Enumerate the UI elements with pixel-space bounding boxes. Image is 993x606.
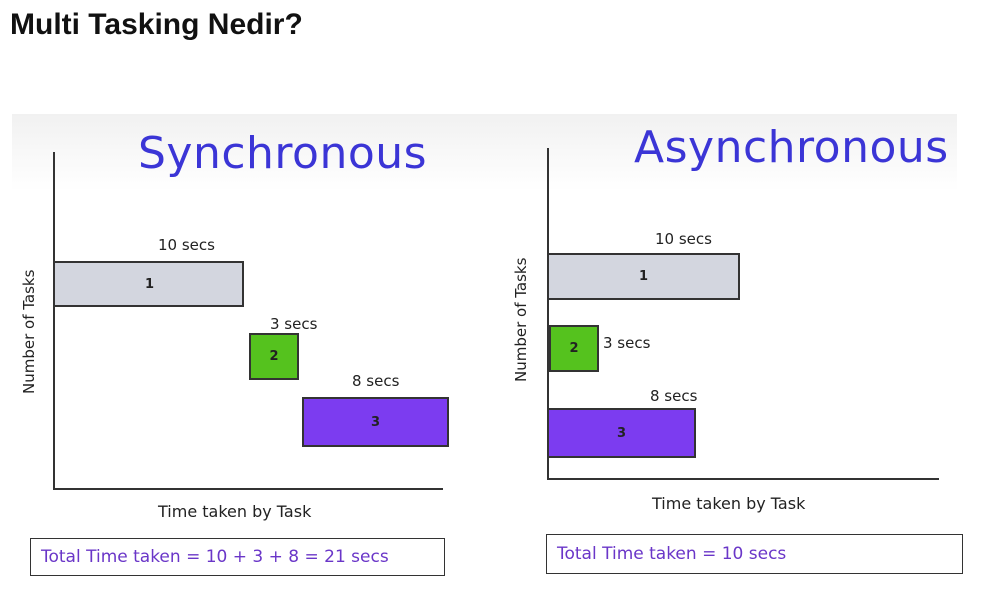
task-1-duration: 10 secs	[158, 236, 215, 254]
synchronous-title: Synchronous	[138, 128, 428, 179]
y-axis	[547, 148, 549, 480]
x-axis-label: Time taken by Task	[158, 502, 312, 521]
task-2-duration: 3 secs	[603, 334, 651, 352]
x-axis	[53, 488, 443, 490]
total-time-box: Total Time taken = 10 secs	[546, 534, 963, 574]
y-axis-label: Number of Tasks	[20, 269, 38, 394]
task-2-duration: 3 secs	[270, 315, 318, 333]
task-3-label: 3	[370, 414, 381, 430]
task-3-label: 3	[616, 425, 627, 441]
task-3-bar: 3	[547, 408, 696, 458]
task-1-duration: 10 secs	[655, 230, 712, 248]
page-title: Multi Tasking Nedir?	[10, 8, 303, 41]
task-2-bar: 2	[549, 325, 599, 372]
task-3-duration: 8 secs	[352, 372, 400, 390]
task-1-label: 1	[638, 269, 649, 284]
y-axis-label: Number of Tasks	[512, 257, 530, 382]
diagram-area: Synchronous Number of Tasks Time taken b…	[12, 114, 963, 596]
x-axis-label: Time taken by Task	[652, 494, 806, 513]
task-2-bar: 2	[249, 333, 299, 380]
synchronous-diagram: Synchronous Number of Tasks Time taken b…	[12, 114, 462, 596]
task-3-bar: 3	[302, 397, 449, 447]
asynchronous-diagram: Asynchronous Number of Tasks Time taken …	[502, 114, 963, 596]
total-time-box: Total Time taken = 10 + 3 + 8 = 21 secs	[30, 538, 445, 576]
task-1-bar: 1	[53, 261, 244, 307]
asynchronous-title: Asynchronous	[634, 122, 949, 173]
task-1-bar: 1	[547, 253, 740, 300]
task-2-label: 2	[269, 349, 279, 364]
task-3-duration: 8 secs	[650, 387, 698, 405]
task-2-label: 2	[569, 341, 579, 356]
task-1-label: 1	[145, 276, 155, 292]
y-axis	[53, 152, 55, 490]
x-axis	[547, 478, 939, 480]
